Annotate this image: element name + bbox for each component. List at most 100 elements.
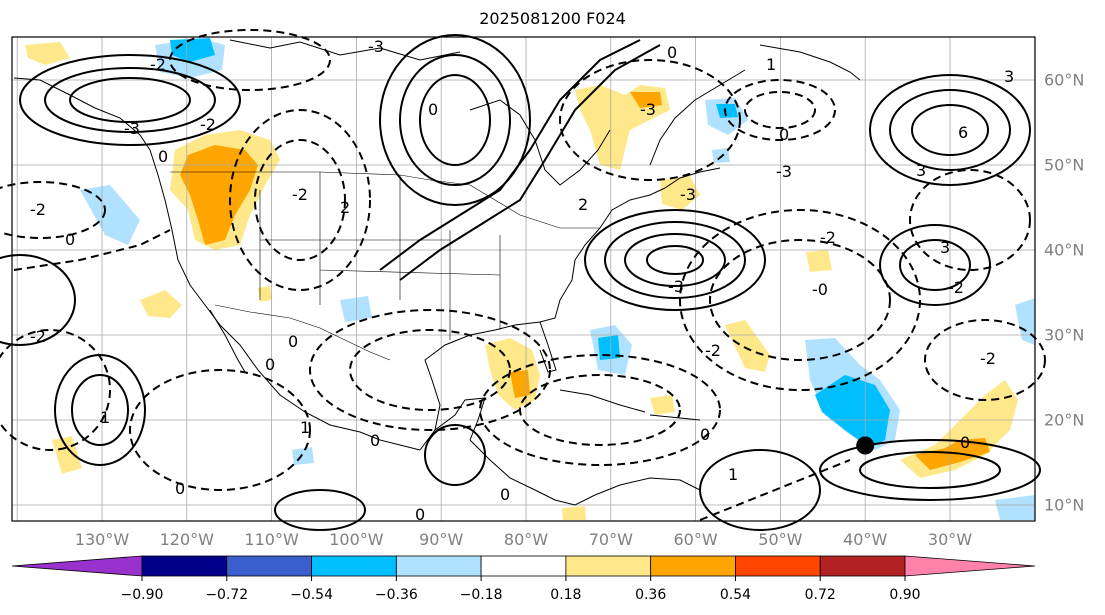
- svg-text:0: 0: [960, 433, 970, 452]
- svg-text:-3: -3: [124, 119, 140, 138]
- coast-hudson-bay: [469, 99, 611, 186]
- contour-high-e-atl: [879, 224, 991, 306]
- contour-low-carib: [479, 354, 721, 466]
- anomaly-bc: [80, 185, 140, 245]
- lon-130w: 130°W: [74, 530, 130, 549]
- lon-80w: 80°W: [503, 530, 549, 549]
- lon-90w: 90°W: [419, 530, 464, 549]
- lon-120w: 120°W: [159, 530, 214, 549]
- lat-50n: 50°N: [1044, 155, 1085, 175]
- colorbar-segment: [311, 555, 397, 577]
- anomaly-west-canada-core: [180, 145, 258, 245]
- svg-text:0: 0: [500, 485, 510, 504]
- svg-text:-3: -3: [668, 277, 684, 296]
- lon-110w: 110°W: [244, 530, 299, 549]
- contour-s-pac: [274, 489, 366, 531]
- coast-south-america: [594, 477, 701, 496]
- colorbar-tick-label: −0.54: [290, 587, 333, 603]
- colorbar-segment: [226, 555, 312, 577]
- map-frame: [11, 36, 1036, 522]
- svg-text:0: 0: [428, 100, 438, 119]
- colorbar-tick-label: 0.18: [550, 587, 582, 603]
- contour-low-gulf-mex: [309, 309, 551, 431]
- svg-text:3: 3: [940, 238, 950, 257]
- colorbar-tick-label: 0.90: [889, 587, 921, 603]
- lon-30w: 30°W: [927, 530, 973, 549]
- contour-low-rockies: [229, 109, 371, 291]
- contour-low-pac: [129, 369, 311, 491]
- border-us-canada: [170, 171, 600, 229]
- coast-cuba: [559, 389, 646, 413]
- svg-text:-3: -3: [776, 162, 792, 181]
- coast-labrador: [649, 69, 746, 166]
- state-lines: [259, 172, 501, 340]
- anomaly-off-se-us-core: [598, 335, 620, 360]
- anomaly-central-atl: [806, 250, 832, 272]
- contour-low-e-atl: [909, 169, 1031, 271]
- anomaly-carib: [650, 395, 675, 415]
- svg-text:-2: -2: [200, 115, 216, 134]
- colorbar-segment: [650, 555, 736, 577]
- map-title: 2025081200 F024: [479, 9, 626, 28]
- svg-text:-0: -0: [812, 280, 828, 299]
- lat-10n: 10°N: [1044, 495, 1085, 515]
- svg-text:0: 0: [370, 431, 380, 450]
- political-borders: [170, 171, 600, 361]
- coast-alaska: [13, 77, 166, 201]
- coast-baja: [209, 309, 246, 373]
- contours-positive: [0, 34, 1041, 531]
- lat-30n: 30°N: [1044, 325, 1085, 345]
- coast-florida: [539, 321, 557, 373]
- coast-hispaniola: [649, 414, 701, 421]
- anomaly-mid-atlantic: [725, 320, 770, 372]
- contour-jet: [379, 39, 641, 271]
- colorbar-tick-label: −0.72: [205, 587, 249, 603]
- anomaly-se-edge: [995, 495, 1035, 520]
- colorbar-tick-label: −0.18: [459, 587, 503, 603]
- anomaly-alaska: [25, 42, 70, 65]
- contour-s-atl: [699, 449, 821, 531]
- colorbar-extend-min: [11, 555, 143, 577]
- anomaly-hudson-core: [716, 104, 738, 118]
- anomaly-baja: [140, 290, 182, 318]
- svg-text:1: 1: [728, 465, 738, 484]
- colorbar-segment: [141, 555, 228, 577]
- lat-20n: 20°N: [1044, 410, 1085, 430]
- coast-yucatan: [434, 397, 486, 441]
- svg-text:2: 2: [578, 195, 588, 214]
- colorbar-segment: [819, 555, 906, 577]
- svg-text:-3: -3: [640, 100, 656, 119]
- anomaly-east-atlantic-core: [915, 438, 990, 470]
- coastlines: [13, 39, 861, 506]
- svg-text:0: 0: [667, 43, 677, 62]
- anomaly-tropical-atl-core: [815, 375, 890, 448]
- svg-text:0: 0: [700, 425, 710, 444]
- coast-west-na: [164, 199, 421, 451]
- colorbar-segment: [735, 555, 821, 577]
- contour-high-pacific: [54, 354, 146, 466]
- svg-text:6: 6: [958, 123, 968, 142]
- svg-text:2: 2: [340, 198, 350, 217]
- colorbar-tick-label: 0.36: [635, 587, 667, 603]
- svg-text:1: 1: [766, 55, 776, 74]
- coast-arctic: [229, 39, 461, 61]
- colorbar-tick-label: 0.54: [719, 587, 752, 603]
- svg-text:-2: -2: [980, 349, 996, 368]
- contour-labels: -2-3-3 001 0-33 63-2 -33-2 -2 -21 001 00-…: [30, 37, 1014, 524]
- contour-high-west-atl: [584, 209, 766, 311]
- svg-text:0: 0: [175, 479, 185, 498]
- coast-central-america: [469, 439, 596, 506]
- svg-text:1: 1: [100, 408, 110, 427]
- coast-greenland: [759, 44, 861, 81]
- svg-text:0: 0: [65, 230, 75, 249]
- anomaly-labrador-core: [630, 92, 662, 108]
- anomaly-south-atl: [562, 506, 586, 520]
- svg-text:-2: -2: [150, 55, 166, 74]
- contour-high-sw: [0, 254, 76, 346]
- svg-text:0: 0: [288, 332, 298, 351]
- border-us-mexico: [214, 304, 391, 361]
- svg-text:-2: -2: [30, 327, 46, 346]
- svg-text:-2: -2: [30, 200, 46, 219]
- colorbar-segment: [395, 555, 482, 577]
- colorbar-segment: [480, 555, 567, 577]
